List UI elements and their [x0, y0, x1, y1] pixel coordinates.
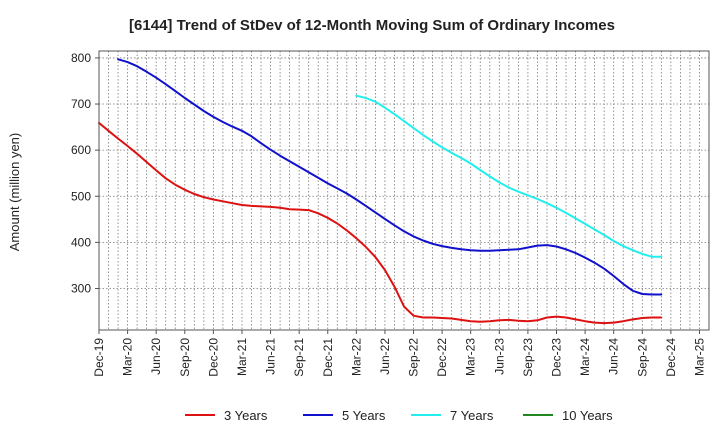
legend-label: 3 Years	[224, 408, 268, 423]
x-tick-label: Dec-21	[321, 338, 335, 377]
y-tick-label: 800	[71, 51, 91, 65]
y-tick-label: 400	[71, 235, 91, 249]
plot-frame	[98, 50, 710, 331]
series-layer	[98, 58, 663, 325]
legend-label: 5 Years	[342, 408, 386, 423]
x-tick-label: Dec-24	[664, 338, 678, 377]
y-tick-label: 600	[71, 143, 91, 157]
y-tick-label: 300	[71, 281, 91, 295]
x-tick-label: Mar-25	[692, 338, 706, 376]
y-tick-label: 500	[71, 189, 91, 203]
y-axis-label: Amount (million yen)	[7, 133, 22, 252]
x-tick-label: Dec-23	[550, 338, 564, 377]
x-tick-label: Dec-20	[206, 338, 220, 377]
series-line-7-years	[355, 94, 663, 258]
x-tick-labels: Dec-19 Mar-20 Jun-20 Sep-20 Dec-20 Mar-21 Jun-…	[92, 330, 706, 377]
legend-label: 10 Years	[562, 408, 613, 423]
x-tick-label: Mar-20	[121, 338, 135, 376]
x-tick-label: Jun-22	[378, 338, 392, 375]
x-tick-label: Jun-24	[607, 338, 621, 375]
grid-layer	[99, 51, 709, 330]
chart-title: [6144] Trend of StDev of 12-Month Moving…	[129, 17, 615, 34]
y-tick-labels: 300 400 500 600 700 800	[71, 51, 99, 295]
x-tick-label: Dec-22	[435, 338, 449, 377]
x-tick-label: Sep-20	[178, 338, 192, 377]
x-tick-label: Mar-21	[235, 338, 249, 376]
y-tick-label: 700	[71, 97, 91, 111]
series-line-3-years	[98, 121, 663, 325]
x-tick-label: Jun-23	[492, 338, 506, 375]
x-tick-label: Sep-23	[521, 338, 535, 377]
x-tick-label: Mar-22	[349, 338, 363, 376]
x-tick-label: Sep-21	[292, 338, 306, 377]
legend: 3 Years 5 Years 7 Years 10 Years	[185, 408, 613, 423]
legend-label: 7 Years	[450, 408, 494, 423]
x-tick-label: Dec-19	[92, 338, 106, 377]
x-tick-label: Sep-22	[407, 338, 421, 377]
x-tick-label: Mar-23	[464, 338, 478, 376]
x-tick-label: Mar-24	[578, 338, 592, 376]
series-line-5-years	[117, 58, 663, 296]
x-tick-label: Jun-20	[149, 338, 163, 375]
x-tick-label: Sep-24	[635, 338, 649, 377]
x-tick-label: Jun-21	[264, 338, 278, 375]
